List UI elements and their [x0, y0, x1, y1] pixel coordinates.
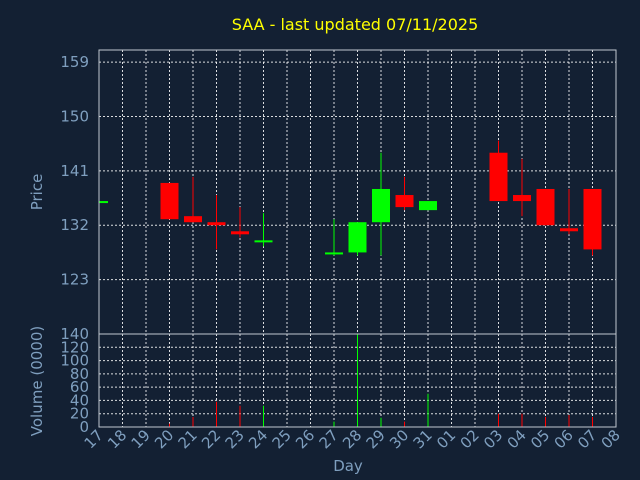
- candle-body: [395, 195, 414, 208]
- price-tick-label: 150: [60, 107, 89, 125]
- x-tick-label: 05: [527, 426, 553, 452]
- x-tick-label: 28: [339, 426, 365, 452]
- x-tick-label: 04: [504, 426, 530, 452]
- x-tick-label: 24: [245, 426, 271, 452]
- candle-body: [513, 195, 531, 202]
- candle-body: [207, 222, 226, 226]
- x-tick-label: 06: [551, 426, 577, 452]
- x-tick-label: 29: [363, 426, 389, 452]
- x-tick-label: 02: [457, 426, 483, 452]
- candle-body: [99, 201, 108, 204]
- volume-tick-label: 0: [79, 418, 89, 436]
- candle-body: [560, 228, 578, 232]
- candle-body: [419, 201, 437, 211]
- candle-body: [325, 252, 343, 255]
- x-tick-label: 23: [222, 426, 248, 452]
- x-tick-label: 03: [480, 426, 506, 452]
- candle-body: [184, 216, 202, 223]
- x-tick-label: 19: [128, 426, 154, 452]
- volume-tick-label: 60: [70, 378, 89, 396]
- volume-tick-label: 20: [70, 405, 89, 423]
- candle-body: [348, 222, 367, 253]
- price-tick-label: 159: [60, 53, 89, 71]
- x-tick-label: 27: [316, 426, 342, 452]
- candle-body: [254, 240, 273, 243]
- volume-bars: [169, 334, 593, 427]
- volume-plot-frame: [98, 333, 617, 428]
- x-tick-label: 31: [410, 426, 436, 452]
- price-tick-label: 141: [60, 162, 89, 180]
- price-ticks: 123 132 141 150 159: [60, 53, 89, 289]
- price-panel: 123 132 141 150 159 Price: [28, 49, 617, 335]
- candles: [99, 140, 602, 256]
- price-tick-label: 123: [60, 271, 89, 289]
- volume-tick-label: 80: [70, 365, 89, 383]
- candle-body: [536, 188, 555, 226]
- candle-body: [489, 152, 508, 202]
- x-tick-label: 08: [598, 426, 624, 452]
- x-tick-label: 20: [151, 426, 177, 452]
- x-axis-label: Day: [333, 457, 363, 475]
- volume-tick-label: 100: [60, 352, 89, 370]
- x-tick-label: 22: [198, 426, 224, 452]
- x-tick-label: 25: [269, 426, 295, 452]
- candle-body: [583, 188, 602, 250]
- volume-axis-label: Volume (0000): [28, 326, 46, 436]
- chart-title: SAA - last updated 07/11/2025: [232, 15, 479, 34]
- price-tick-label: 132: [60, 216, 89, 234]
- x-tick-label: 26: [292, 426, 318, 452]
- candle-body: [160, 182, 179, 220]
- volume-tick-label: 40: [70, 391, 89, 409]
- x-tick-label: 30: [386, 426, 412, 452]
- candle-body: [372, 188, 390, 223]
- volume-tick-label: 120: [60, 338, 89, 356]
- x-tick-label: 18: [104, 426, 130, 452]
- price-axis-label: Price: [28, 174, 46, 211]
- x-tick-label: 07: [574, 426, 600, 452]
- x-tick-label: 01: [433, 426, 459, 452]
- x-ticks: 1718192021222324252627282930310102030405…: [81, 426, 624, 452]
- candle-body: [231, 231, 249, 235]
- volume-tick-label: 140: [60, 325, 89, 343]
- x-tick-label: 21: [175, 426, 201, 452]
